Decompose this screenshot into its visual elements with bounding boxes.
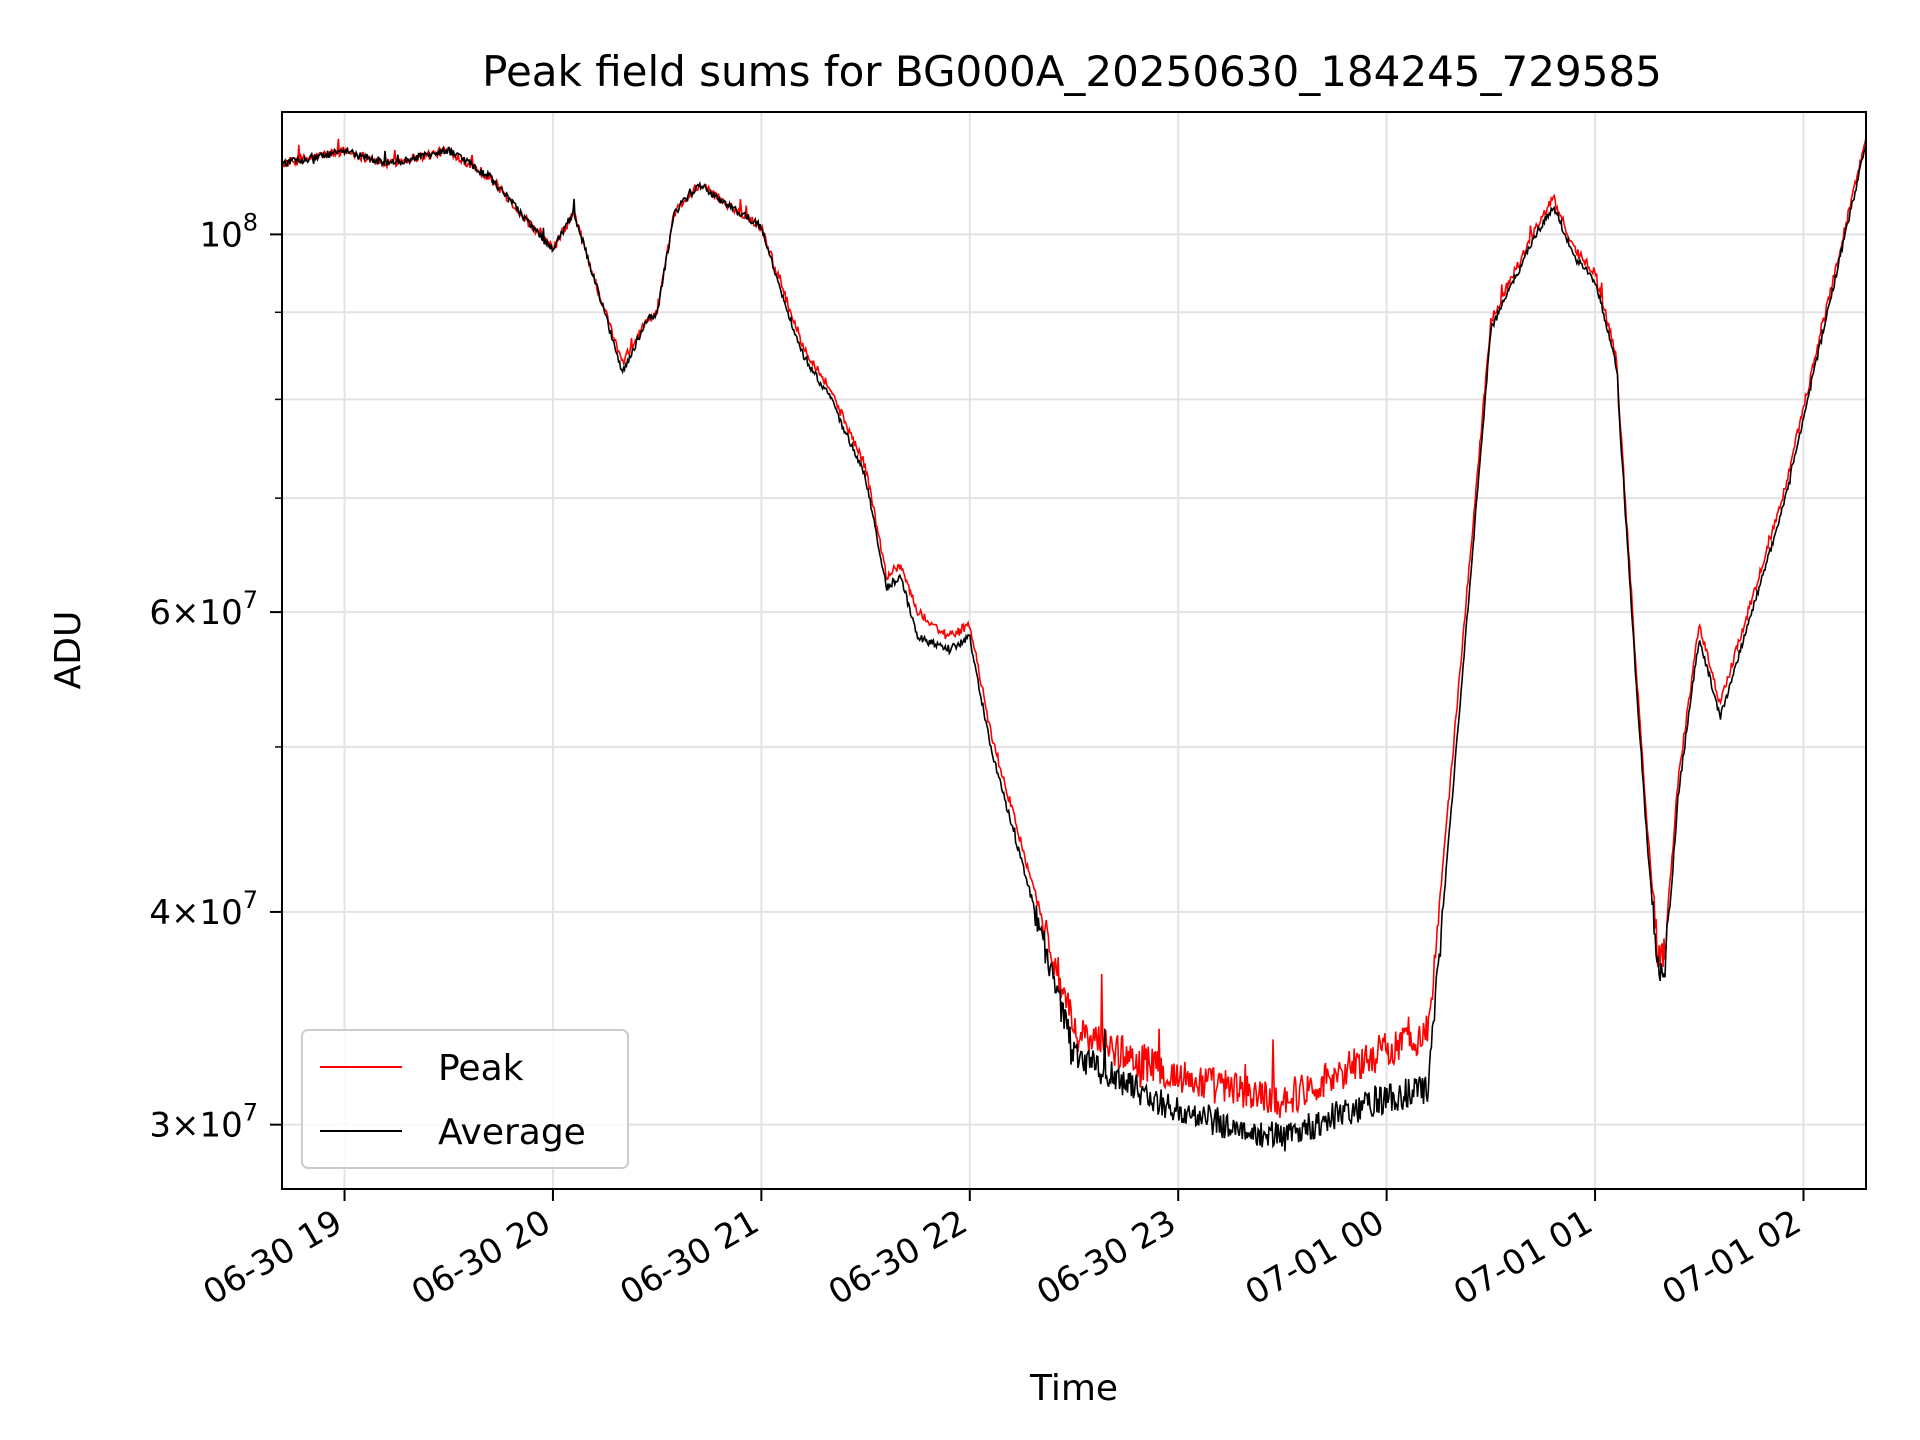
legend-label-peak: Peak [438, 1048, 524, 1089]
y-axis: 3×107 4×107 6×107 108 [149, 208, 282, 1146]
legend: Peak Average [301, 1029, 629, 1169]
chart-title: Peak field sums for BG000A_20250630_1842… [482, 47, 1662, 96]
y-tick-label: 6×107 [149, 586, 258, 633]
y-tick-label: 4×107 [149, 886, 258, 933]
y-tick-label: 108 [199, 208, 258, 255]
legend-label-average: Average [438, 1112, 586, 1153]
x-axis-label: Time [1029, 1368, 1118, 1409]
y-axis-label: ADU [48, 611, 89, 690]
plot-frame [281, 111, 1867, 1190]
series-line-average [282, 143, 1866, 1152]
series-layer [282, 137, 1866, 1152]
legend-box [301, 1029, 629, 1169]
y-tick-label: 3×107 [149, 1099, 258, 1146]
series-line-peak [282, 137, 1866, 1118]
